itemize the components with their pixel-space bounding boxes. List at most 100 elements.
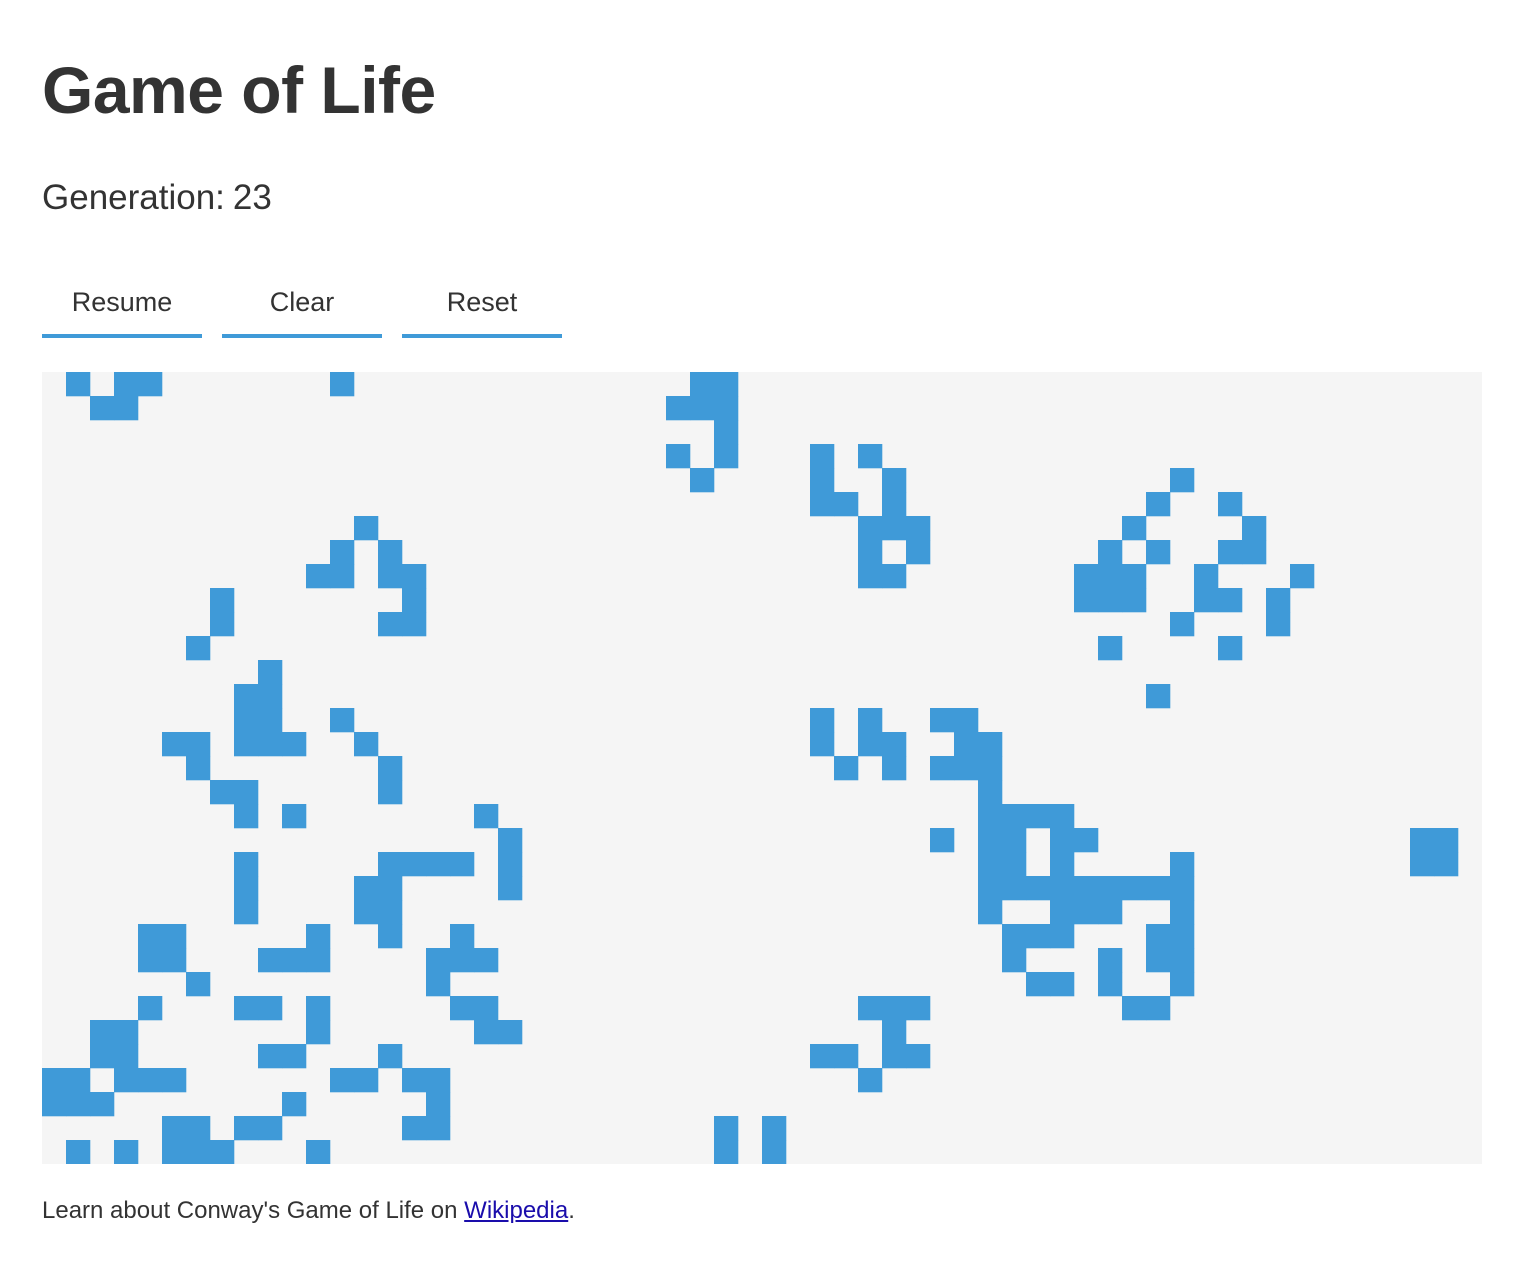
live-cell[interactable] xyxy=(498,828,523,853)
reset-button[interactable]: Reset xyxy=(402,270,562,338)
live-cell[interactable] xyxy=(858,732,883,757)
live-cell[interactable] xyxy=(1098,588,1123,613)
live-cell[interactable] xyxy=(1170,972,1195,997)
live-cell[interactable] xyxy=(930,708,955,733)
live-cell[interactable] xyxy=(1050,924,1075,949)
live-cell[interactable] xyxy=(1002,876,1027,901)
live-cell[interactable] xyxy=(306,924,331,949)
live-cell[interactable] xyxy=(450,948,475,973)
live-cell[interactable] xyxy=(1122,516,1147,541)
live-cell[interactable] xyxy=(1170,924,1195,949)
live-cell[interactable] xyxy=(906,1044,931,1069)
live-cell[interactable] xyxy=(282,1044,307,1069)
live-cell[interactable] xyxy=(714,420,739,445)
live-cell[interactable] xyxy=(1194,564,1219,589)
live-cell[interactable] xyxy=(186,732,211,757)
live-cell[interactable] xyxy=(330,1068,355,1093)
live-cell[interactable] xyxy=(714,1116,739,1141)
live-cell[interactable] xyxy=(258,996,283,1021)
live-cell[interactable] xyxy=(978,876,1003,901)
live-cell[interactable] xyxy=(186,636,211,661)
live-cell[interactable] xyxy=(402,564,427,589)
live-cell[interactable] xyxy=(186,1140,211,1164)
live-cell[interactable] xyxy=(90,1044,115,1069)
live-cell[interactable] xyxy=(1218,588,1243,613)
live-cell[interactable] xyxy=(66,1140,91,1164)
live-cell[interactable] xyxy=(810,1044,835,1069)
live-cell[interactable] xyxy=(210,780,235,805)
live-cell[interactable] xyxy=(66,1092,91,1117)
live-cell[interactable] xyxy=(714,372,739,397)
live-cell[interactable] xyxy=(330,708,355,733)
live-cell[interactable] xyxy=(90,396,115,421)
live-cell[interactable] xyxy=(402,1116,427,1141)
live-cell[interactable] xyxy=(426,948,451,973)
live-cell[interactable] xyxy=(1218,540,1243,565)
live-cell[interactable] xyxy=(810,444,835,469)
live-cell[interactable] xyxy=(1026,804,1051,829)
live-cell[interactable] xyxy=(426,1092,451,1117)
live-cell[interactable] xyxy=(1218,492,1243,517)
live-cell[interactable] xyxy=(810,708,835,733)
live-cell[interactable] xyxy=(1290,564,1315,589)
live-cell[interactable] xyxy=(882,468,907,493)
live-cell[interactable] xyxy=(1026,972,1051,997)
live-cell[interactable] xyxy=(282,948,307,973)
life-grid-canvas[interactable] xyxy=(42,372,1482,1164)
live-cell[interactable] xyxy=(138,372,163,397)
live-cell[interactable] xyxy=(930,756,955,781)
live-cell[interactable] xyxy=(258,708,283,733)
live-cell[interactable] xyxy=(186,756,211,781)
live-cell[interactable] xyxy=(834,756,859,781)
live-cell[interactable] xyxy=(882,996,907,1021)
live-cell[interactable] xyxy=(426,972,451,997)
live-cell[interactable] xyxy=(882,516,907,541)
live-cell[interactable] xyxy=(1074,564,1099,589)
live-cell[interactable] xyxy=(906,516,931,541)
live-cell[interactable] xyxy=(306,1140,331,1164)
live-cell[interactable] xyxy=(474,804,499,829)
resume-button[interactable]: Resume xyxy=(42,270,202,338)
live-cell[interactable] xyxy=(978,804,1003,829)
live-cell[interactable] xyxy=(378,1044,403,1069)
live-cell[interactable] xyxy=(1002,852,1027,877)
live-cell[interactable] xyxy=(1410,828,1435,853)
live-cell[interactable] xyxy=(1026,924,1051,949)
live-cell[interactable] xyxy=(858,708,883,733)
live-cell[interactable] xyxy=(378,780,403,805)
live-cell[interactable] xyxy=(330,540,355,565)
live-cell[interactable] xyxy=(978,852,1003,877)
live-cell[interactable] xyxy=(42,1068,67,1093)
live-cell[interactable] xyxy=(234,732,259,757)
live-cell[interactable] xyxy=(354,900,379,925)
live-cell[interactable] xyxy=(1146,924,1171,949)
live-cell[interactable] xyxy=(498,1020,523,1045)
live-cell[interactable] xyxy=(402,852,427,877)
live-cell[interactable] xyxy=(858,540,883,565)
live-cell[interactable] xyxy=(882,492,907,517)
live-cell[interactable] xyxy=(234,804,259,829)
live-cell[interactable] xyxy=(858,516,883,541)
live-cell[interactable] xyxy=(114,1068,139,1093)
live-cell[interactable] xyxy=(1002,828,1027,853)
live-cell[interactable] xyxy=(282,732,307,757)
live-cell[interactable] xyxy=(186,972,211,997)
live-cell[interactable] xyxy=(450,996,475,1021)
live-cell[interactable] xyxy=(402,1068,427,1093)
live-cell[interactable] xyxy=(1050,852,1075,877)
live-cell[interactable] xyxy=(978,732,1003,757)
live-cell[interactable] xyxy=(162,948,187,973)
live-cell[interactable] xyxy=(1170,876,1195,901)
live-cell[interactable] xyxy=(1098,564,1123,589)
live-cell[interactable] xyxy=(978,900,1003,925)
live-cell[interactable] xyxy=(90,1092,115,1117)
live-cell[interactable] xyxy=(882,564,907,589)
live-cell[interactable] xyxy=(1146,996,1171,1021)
live-cell[interactable] xyxy=(1122,996,1147,1021)
live-cell[interactable] xyxy=(834,1044,859,1069)
live-cell[interactable] xyxy=(330,372,355,397)
live-cell[interactable] xyxy=(306,564,331,589)
live-cell[interactable] xyxy=(258,684,283,709)
live-cell[interactable] xyxy=(1074,876,1099,901)
live-cell[interactable] xyxy=(714,444,739,469)
